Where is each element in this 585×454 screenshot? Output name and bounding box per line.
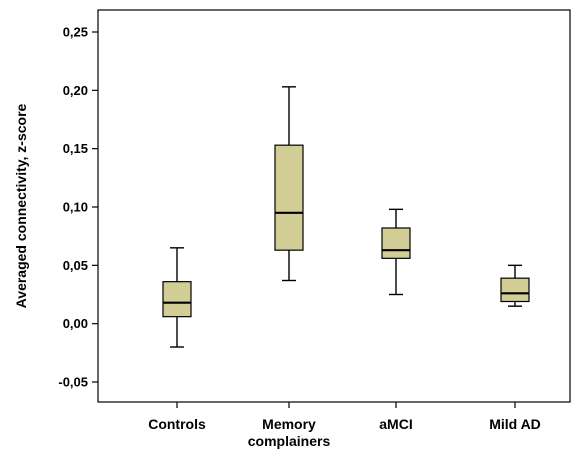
box-2 (274, 86, 304, 282)
y-tick-label: 0,15 (63, 141, 88, 156)
y-tick-label: -0,05 (58, 375, 88, 390)
x-category-label: Controls (148, 416, 206, 432)
y-tick-label: 0,00 (63, 316, 88, 331)
x-category-label: Mild AD (489, 416, 541, 432)
y-tick-label: 0,05 (63, 258, 88, 273)
interquartile-box (381, 227, 411, 259)
x-category-label: aMCI (379, 416, 412, 432)
y-tick-label: 0,20 (63, 83, 88, 98)
box-3 (381, 208, 411, 296)
box-series (162, 86, 530, 348)
y-axis-ticks: -0,05 0,00 0,05 0,10 0,15 0,20 0,25 (58, 25, 98, 390)
box-4 (500, 264, 530, 307)
interquartile-box (500, 277, 530, 303)
interquartile-box (162, 281, 192, 318)
box-1 (162, 247, 192, 348)
y-axis-title: Averaged connectivity, z-score (13, 103, 29, 308)
x-category-label: Memory (262, 416, 316, 432)
plot-frame (97, 9, 571, 403)
y-tick-label: 0,10 (63, 200, 88, 215)
x-category-label: complainers (248, 433, 331, 449)
y-tick-label: 0,25 (63, 25, 88, 40)
interquartile-box (274, 144, 304, 251)
